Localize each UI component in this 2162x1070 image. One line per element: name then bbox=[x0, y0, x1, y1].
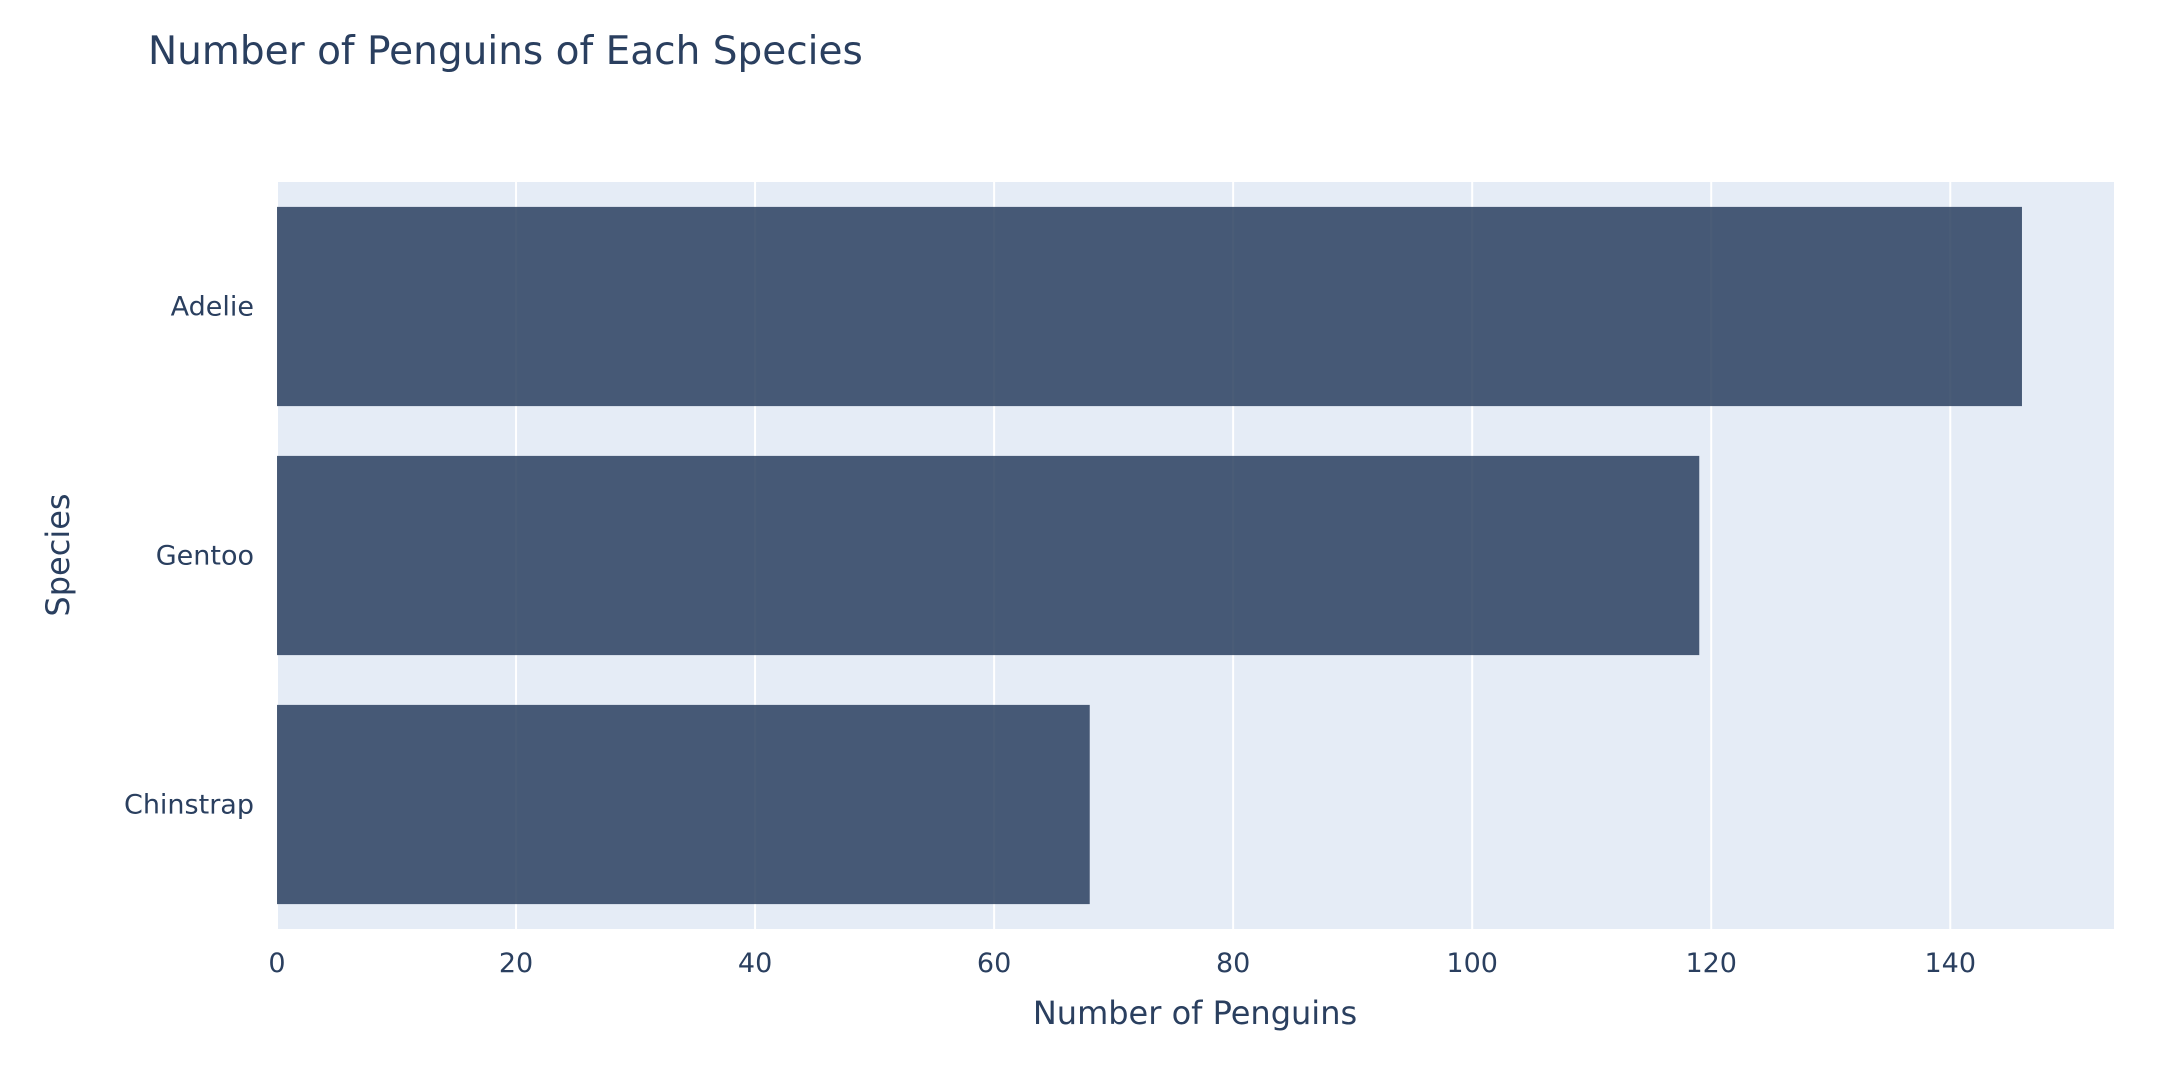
y-tick-label: Gentoo bbox=[156, 541, 254, 572]
x-tick-label: 20 bbox=[499, 948, 533, 979]
x-tick-label: 0 bbox=[268, 948, 285, 979]
chart-title: Number of Penguins of Each Species bbox=[148, 29, 863, 74]
bar bbox=[277, 206, 2022, 407]
x-tick-label: 140 bbox=[1924, 948, 1976, 979]
x-tick-label: 40 bbox=[738, 948, 772, 979]
x-tick-labels: 0 20 40 60 80 100 120 140 bbox=[268, 948, 1976, 979]
x-tick-label: 100 bbox=[1446, 948, 1498, 979]
x-axis-title: Number of Penguins bbox=[1033, 994, 1357, 1032]
y-tick-label: Adelie bbox=[171, 292, 254, 323]
bar bbox=[277, 704, 1090, 905]
y-axis-title: Species bbox=[39, 493, 77, 616]
y-tick-label: Chinstrap bbox=[124, 790, 254, 821]
x-tick-label: 80 bbox=[1216, 948, 1250, 979]
y-tick-labels: Adelie Gentoo Chinstrap bbox=[124, 292, 254, 821]
x-tick-label: 60 bbox=[977, 948, 1011, 979]
x-tick-label: 120 bbox=[1685, 948, 1737, 979]
bars bbox=[277, 206, 2022, 905]
bar bbox=[277, 455, 1700, 656]
